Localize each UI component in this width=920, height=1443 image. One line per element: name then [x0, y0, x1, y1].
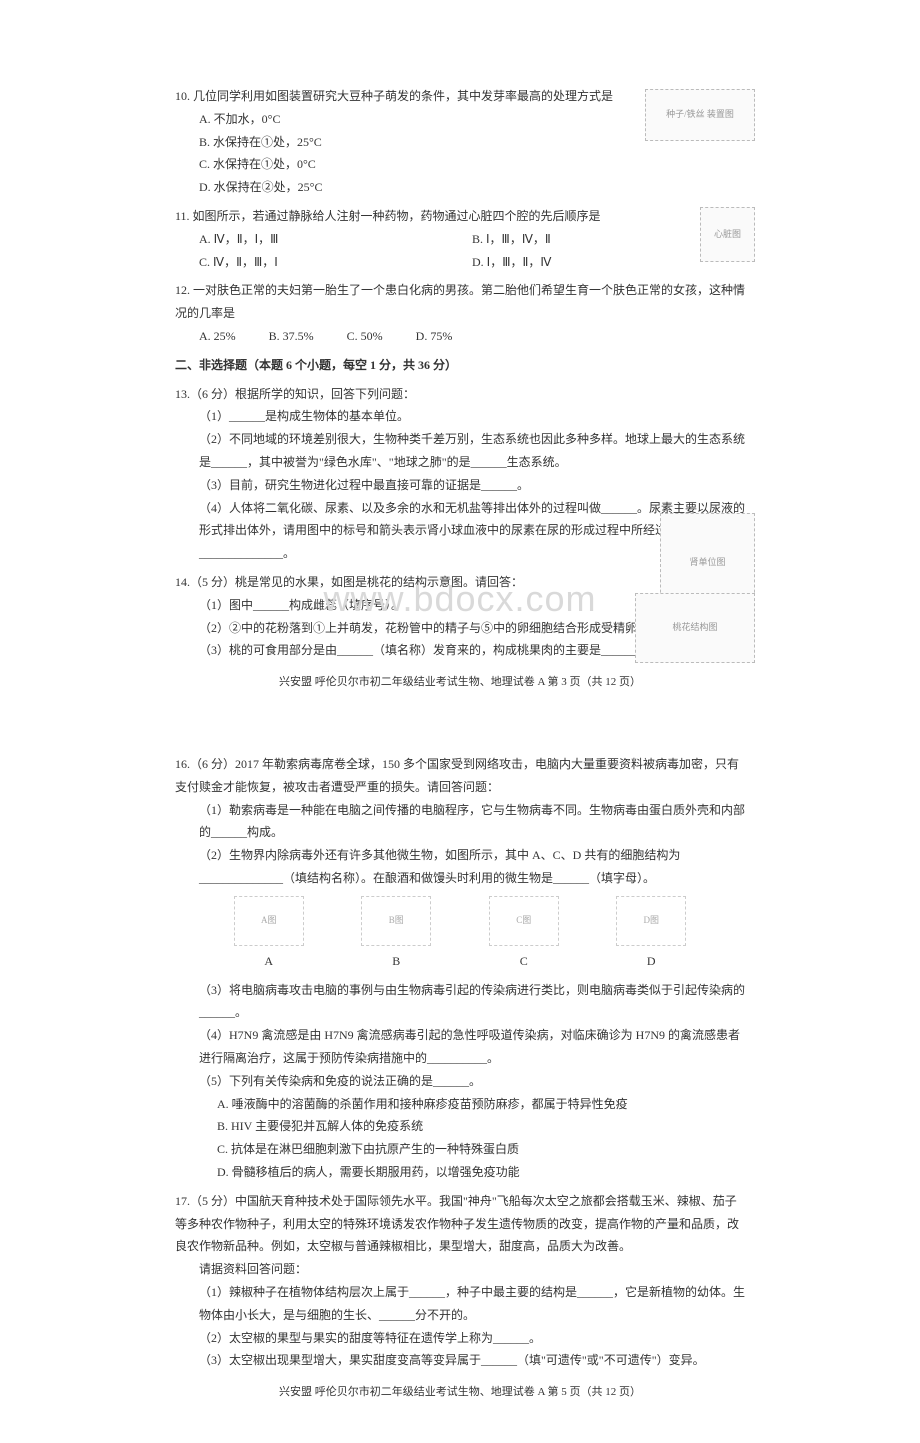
- label-a: A: [234, 950, 304, 973]
- q17-sub2: （2）太空椒的果型与果实的甜度等特征在遗传学上称为______。: [175, 1327, 745, 1350]
- q16-sub5-d: D. 骨髓移植后的病人，需要长期服用药，以增强免疫功能: [175, 1161, 745, 1184]
- q16-sub4: （4）H7N9 禽流感是由 H7N9 禽流感病毒引起的急性呼吸道传染病，对临床确…: [175, 1024, 745, 1070]
- section-2-title: 二、非选择题（本题 6 个小题，每空 1 分，共 36 分）: [175, 354, 745, 377]
- q17-sub1: （1）辣椒种子在植物体结构层次上属于______，种子中最主要的结构是_____…: [175, 1281, 745, 1327]
- q11-stem: 11. 如图所示，若通过静脉给人注射一种药物，药物通过心脏四个腔的先后顺序是: [175, 205, 745, 228]
- q16-sub5-a: A. 唾液酶中的溶菌酶的杀菌作用和接种麻疹疫苗预防麻疹，都属于特异性免疫: [175, 1093, 745, 1116]
- microbe-figure-c: C图: [489, 896, 559, 946]
- page-footer-3: 兴安盟 呼伦贝尔市初二年级结业考试生物、地理试卷 A 第 3 页（共 12 页）: [175, 672, 745, 693]
- q10-option-d: D. 水保持在②处，25°C: [175, 176, 745, 199]
- label-c: C: [489, 950, 559, 973]
- page-footer-5: 兴安盟 呼伦贝尔市初二年级结业考试生物、地理试卷 A 第 5 页（共 12 页）: [175, 1382, 745, 1403]
- q16-sub3: （3）将电脑病毒攻击电脑的事例与由生物病毒引起的传染病进行类比，则电脑病毒类似于…: [175, 979, 745, 1025]
- q17-instruction: 请据资料回答问题：: [175, 1258, 745, 1281]
- q13-sub3: （3）目前，研究生物进化过程中最直接可靠的证据是______。: [175, 474, 745, 497]
- question-11: 11. 如图所示，若通过静脉给人注射一种药物，药物通过心脏四个腔的先后顺序是 A…: [175, 205, 745, 273]
- peach-flower-figure: 桃花结构图: [635, 593, 755, 663]
- microorganism-figures: A图 B图 C图 D图: [175, 896, 745, 946]
- q10-option-c: C. 水保持在①处，0°C: [175, 153, 745, 176]
- q12-option-c: C. 50%: [347, 325, 383, 348]
- q13-stem: 13.（6 分）根据所学的知识，回答下列问题：: [175, 383, 745, 406]
- microbe-figure-a: A图: [234, 896, 304, 946]
- q16-sub2: （2）生物界内除病毒外还有许多其他微生物，如图所示，其中 A、C、D 共有的细胞…: [175, 844, 745, 890]
- heart-figure: 心脏图: [700, 207, 755, 262]
- question-17: 17.（5 分）中国航天育种技术处于国际领先水平。我国"神舟"飞船每次太空之旅都…: [175, 1190, 745, 1372]
- q12-option-a: A. 25%: [199, 325, 236, 348]
- q16-sub5: （5）下列有关传染病和免疫的说法正确的是______。: [175, 1070, 745, 1093]
- q12-option-b: B. 37.5%: [269, 325, 314, 348]
- question-12: 12. 一对肤色正常的夫妇第一胎生了一个患白化病的男孩。第二胎他们希望生育一个肤…: [175, 279, 745, 347]
- q17-sub3: （3）太空椒出现果型增大，果实甜度变高等变异属于______（填"可遗传"或"不…: [175, 1349, 745, 1372]
- q11-option-a: A. Ⅳ，Ⅱ，Ⅰ，Ⅲ: [199, 228, 472, 251]
- label-b: B: [361, 950, 431, 973]
- microbe-figure-d: D图: [616, 896, 686, 946]
- q16-sub5-c: C. 抗体是在淋巴细胞刺激下由抗原产生的一种特殊蛋白质: [175, 1138, 745, 1161]
- q12-option-d: D. 75%: [416, 325, 453, 348]
- question-16: 16.（6 分）2017 年勒索病毒席卷全球，150 多个国家受到网络攻击，电脑…: [175, 753, 745, 1184]
- q13-sub2: （2）不同地域的环境差别很大，生物种类千差万别，生态系统也因此多种多样。地球上最…: [175, 428, 745, 474]
- q16-stem: 16.（6 分）2017 年勒索病毒席卷全球，150 多个国家受到网络攻击，电脑…: [175, 753, 745, 799]
- q13-sub1: （1）______是构成生物体的基本单位。: [175, 405, 745, 428]
- microbe-figure-b: B图: [361, 896, 431, 946]
- q17-stem: 17.（5 分）中国航天育种技术处于国际领先水平。我国"神舟"飞船每次太空之旅都…: [175, 1190, 745, 1258]
- q16-sub1: （1）勒索病毒是一种能在电脑之间传播的电脑程序，它与生物病毒不同。生物病毒由蛋白…: [175, 799, 745, 845]
- q16-sub5-b: B. HIV 主要侵犯并瓦解人体的免疫系统: [175, 1115, 745, 1138]
- q11-option-c: C. Ⅳ，Ⅱ，Ⅲ，Ⅰ: [199, 251, 472, 274]
- q12-stem: 12. 一对肤色正常的夫妇第一胎生了一个患白化病的男孩。第二胎他们希望生育一个肤…: [175, 279, 745, 325]
- beaker-seed-figure: 种子/铁丝 装置图: [645, 89, 755, 141]
- label-d: D: [616, 950, 686, 973]
- microbe-labels: A B C D: [175, 950, 745, 973]
